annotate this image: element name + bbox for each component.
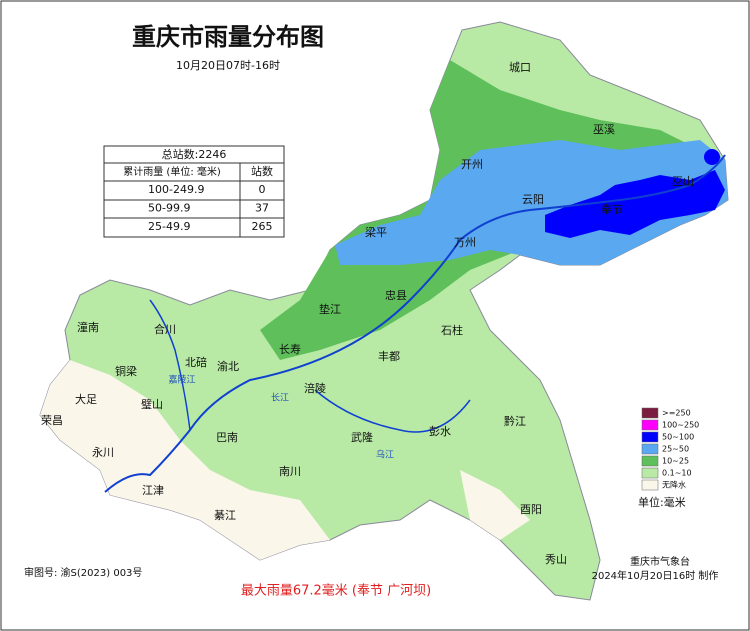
place-label: 万州 xyxy=(454,236,476,249)
table-cell: 100-249.9 xyxy=(148,183,204,196)
place-label: 南川 xyxy=(279,465,301,478)
agency: 重庆市气象台 xyxy=(630,555,690,568)
place-label: 秀山 xyxy=(545,553,567,566)
place-label: 武隆 xyxy=(351,430,373,444)
legend-swatch xyxy=(641,407,659,419)
place-label: 丰都 xyxy=(378,350,400,363)
approval: 审图号: 渝S(2023) 003号 xyxy=(24,566,142,579)
place-label: 涪陵 xyxy=(304,381,326,395)
no-rain-area xyxy=(460,470,530,540)
place-label: 渝北 xyxy=(217,359,239,373)
no-rain-area xyxy=(40,360,330,560)
table-column: 站数 xyxy=(251,164,273,178)
place-label: 开州 xyxy=(461,158,483,171)
unit: 单位:毫米 xyxy=(638,495,686,509)
place-label: 铜梁 xyxy=(115,364,137,378)
legend-swatch xyxy=(641,455,659,467)
place-label: 巴南 xyxy=(216,431,238,444)
table-header: 总站数:2246 xyxy=(162,147,227,161)
rainstorm-area xyxy=(545,170,725,238)
max-rain: 最大雨量67.2毫米 (奉节 广河坝) xyxy=(241,583,431,599)
place-label: 彭水 xyxy=(429,424,451,438)
place-label: 荣昌 xyxy=(41,414,63,427)
place-label: 永川 xyxy=(92,445,114,459)
map xyxy=(39,21,729,601)
jialing-river xyxy=(149,299,191,431)
table-cell: 0 xyxy=(259,183,266,196)
place-label: 合川 xyxy=(154,322,176,336)
table-cell: 265 xyxy=(252,220,273,233)
legend-swatch xyxy=(641,443,659,455)
table-border xyxy=(103,145,285,238)
rainstorm-area xyxy=(704,149,720,165)
subtitle: 10月20日07时-16时 xyxy=(176,59,280,72)
place-label: 大足 xyxy=(75,392,97,406)
legend-label: >=250 xyxy=(662,409,691,418)
place-label: 北碚 xyxy=(185,355,207,369)
table-cell: 37 xyxy=(255,202,269,215)
table-rows: 100-249.9 0 50-99.9 37 25-49.9 265 xyxy=(148,183,273,233)
river-label: 长江 xyxy=(271,392,289,404)
table-column: 累计雨量 (单位: 毫米) xyxy=(123,165,221,178)
place-label: 长寿 xyxy=(279,342,301,356)
place-label: 巫山 xyxy=(672,175,694,188)
legend-label: 无降水 xyxy=(662,480,686,490)
place-label: 璧山 xyxy=(141,397,163,411)
place-label: 綦江 xyxy=(214,509,236,522)
place-label: 梁平 xyxy=(365,225,387,239)
place-label: 黔江 xyxy=(504,414,526,428)
legend-swatch xyxy=(641,431,659,443)
place-label: 酉阳 xyxy=(520,503,542,516)
place-label: 城口 xyxy=(509,61,531,74)
place-label: 巫溪 xyxy=(593,123,615,136)
legend-label: 100~250 xyxy=(662,421,699,430)
place-label: 江津 xyxy=(142,484,164,497)
legend-label: 50~100 xyxy=(662,433,694,442)
river-label: 嘉陵江 xyxy=(168,374,195,386)
table-cell: 50-99.9 xyxy=(148,202,190,215)
place-label: 奉节 xyxy=(601,202,623,216)
place-label: 潼南 xyxy=(77,320,99,334)
wu-river xyxy=(314,389,471,433)
legend-label: 0.1~10 xyxy=(662,469,692,478)
title: 重庆市雨量分布图 xyxy=(132,23,324,51)
place-label: 垫江 xyxy=(319,302,341,316)
place-label: 云阳 xyxy=(522,193,544,206)
legend-label: 10~25 xyxy=(662,457,689,466)
legend-swatch xyxy=(641,419,659,431)
place-label: 忠县 xyxy=(385,289,407,302)
legend-swatch xyxy=(641,479,659,491)
river-label: 乌江 xyxy=(376,449,394,461)
yangtze-river xyxy=(104,154,726,493)
legend-label: 25~50 xyxy=(662,445,689,454)
legend-swatch xyxy=(641,467,659,479)
table-cell: 25-49.9 xyxy=(148,220,190,233)
station-table xyxy=(103,145,285,238)
legend: >=250 100~250 50~100 25~50 10~25 0.1~10 无降水 xyxy=(641,407,699,491)
place-label: 石柱 xyxy=(441,323,463,337)
issued: 2024年10月20日16时 制作 xyxy=(592,569,719,582)
